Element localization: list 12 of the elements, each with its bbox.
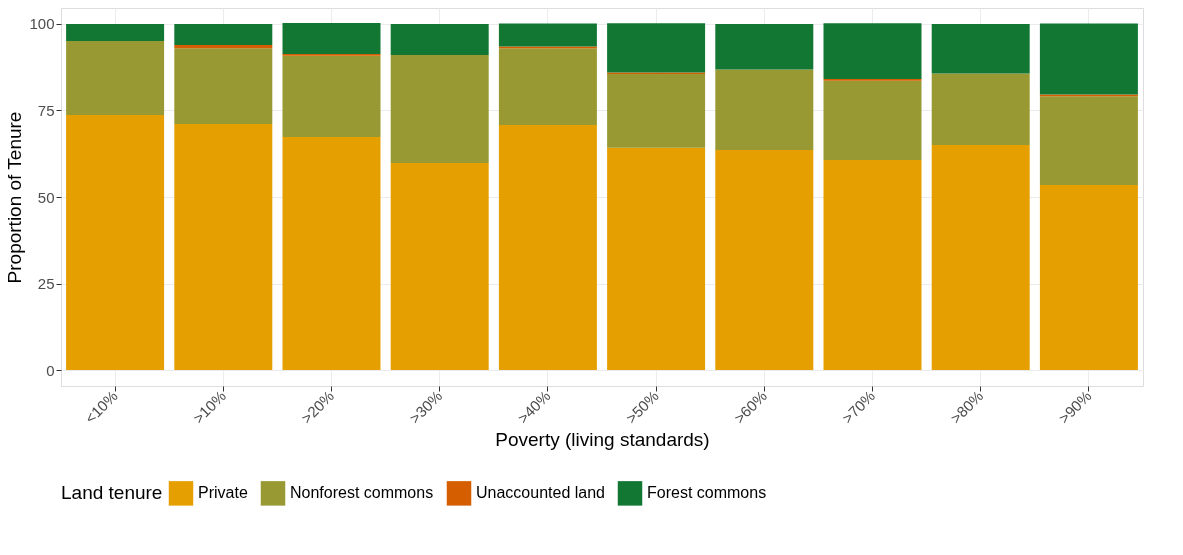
y-tick-label: 100 [29, 15, 55, 33]
y-axis-title: Proportion of Tenure [4, 111, 26, 284]
y-tick-label: 25 [37, 275, 55, 293]
x-axis-title: Poverty (living standards) [495, 428, 710, 450]
legend-label: Nonforest commons [290, 484, 434, 502]
legend-label: Forest commons [647, 484, 767, 502]
legend-label: Private [198, 484, 248, 502]
legend-title: Land tenure [61, 482, 163, 503]
y-tick-label: 0 [46, 361, 55, 379]
y-tick-label: 75 [37, 101, 55, 119]
y-tick-label: 50 [37, 188, 55, 206]
legend-label: Unaccounted land [476, 484, 605, 502]
